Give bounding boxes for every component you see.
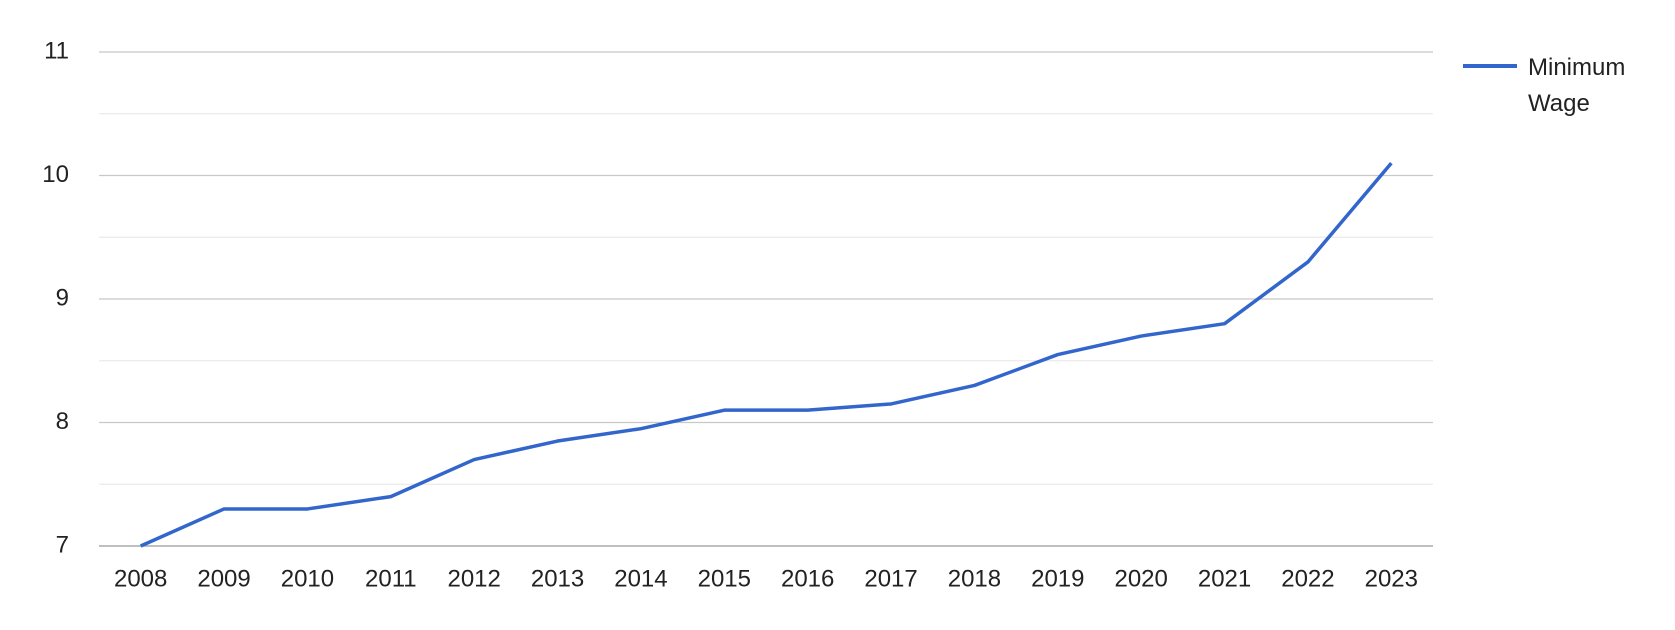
- x-tick-label: 2012: [447, 565, 500, 592]
- x-tick-label: 2021: [1198, 565, 1251, 592]
- x-tick-label: 2011: [365, 565, 417, 592]
- x-tick-label: 2008: [114, 565, 167, 592]
- x-tick-label: 2020: [1114, 565, 1167, 592]
- y-tick-label: 7: [56, 531, 69, 558]
- y-tick-label: 9: [56, 284, 69, 311]
- y-tick-label: 10: [42, 161, 69, 188]
- legend-label: Minimum Wage: [1528, 54, 1626, 117]
- y-tick-label: 8: [56, 408, 69, 435]
- x-tick-label: 2019: [1031, 565, 1084, 592]
- x-tick-label: 2022: [1281, 565, 1334, 592]
- x-tick-label: 2009: [197, 565, 250, 592]
- x-tick-label: 2023: [1365, 565, 1418, 592]
- x-tick-label: 2013: [531, 565, 584, 592]
- y-tick-label: 11: [44, 37, 69, 64]
- x-tick-label: 2015: [698, 565, 751, 592]
- x-tick-label: 2010: [281, 565, 334, 592]
- x-tick-label: 2017: [864, 565, 917, 592]
- series-line: [139, 162, 1393, 548]
- x-tick-label: 2016: [781, 565, 834, 592]
- x-tick-label: 2014: [614, 565, 667, 592]
- x-tick-label: 2018: [948, 565, 1001, 592]
